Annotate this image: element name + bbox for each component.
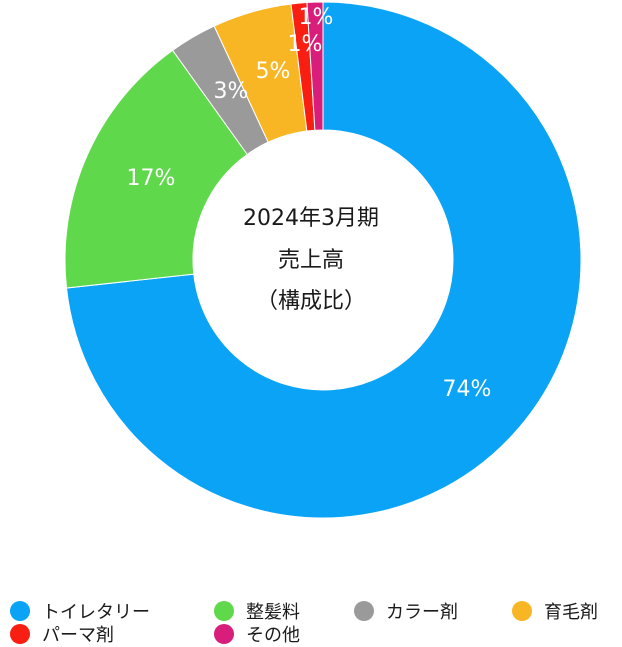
slice-label-other: 1% [299, 5, 334, 30]
slice-label-hair-growth: 5% [256, 59, 291, 84]
center-title-line-1: 2024年3月期 [243, 206, 379, 231]
legend-label-hair-color: カラー剤 [386, 602, 458, 623]
legend-item-hair-styling: 整髪料 [214, 598, 300, 624]
legend-dot-hair-color [354, 601, 374, 621]
slice-hair-styling [64, 49, 248, 289]
legend: トイレタリー 整髪料 カラー剤 育毛剤 パーマ剤 その他 [0, 596, 622, 646]
legend-dot-other [214, 624, 234, 644]
legend-label-perm: パーマ剤 [42, 625, 114, 646]
legend-label-toiletry: トイレタリー [42, 602, 150, 623]
slice-label-hair-color: 3% [214, 79, 249, 104]
legend-item-hair-growth: 育毛剤 [512, 598, 598, 624]
center-title-line-2: 売上高 [277, 248, 344, 273]
donut-chart: 74%17%3%5%1%1% [64, 1, 582, 519]
center-title-line-3: （構成比） [255, 289, 366, 314]
slice-other [306, 1, 324, 131]
legend-label-other: その他 [246, 625, 300, 646]
slice-label-perm: 1% [288, 32, 323, 57]
slice-toiletry [65, 1, 582, 519]
legend-dot-hair-growth [512, 601, 532, 621]
slice-label-toiletry: 74% [443, 377, 492, 402]
legend-item-hair-color: カラー剤 [354, 598, 458, 624]
legend-item-perm: パーマ剤 [10, 621, 114, 647]
legend-dot-perm [10, 624, 30, 644]
slice-label-hair-styling: 17% [127, 166, 176, 191]
legend-label-hair-growth: 育毛剤 [544, 602, 598, 623]
legend-item-other: その他 [214, 621, 300, 647]
legend-label-hair-styling: 整髪料 [246, 602, 300, 623]
legend-dot-hair-styling [214, 601, 234, 621]
legend-item-toiletry: トイレタリー [10, 598, 150, 624]
legend-dot-toiletry [10, 601, 30, 621]
